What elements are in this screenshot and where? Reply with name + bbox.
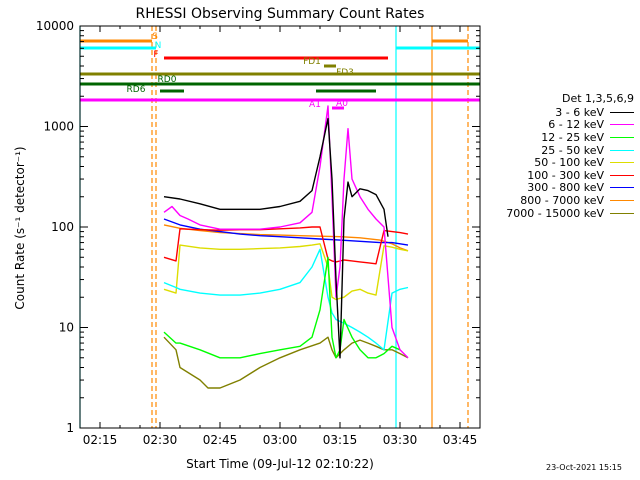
flag-label-f: F bbox=[153, 50, 158, 60]
legend-label: 800 - 7000 keV bbox=[520, 193, 604, 207]
legend-item: 800 - 7000 keV bbox=[480, 194, 638, 207]
legend-label: 6 - 12 keV bbox=[548, 118, 604, 132]
legend-swatch bbox=[610, 187, 634, 189]
date-stamp: 23-Oct-2021 15:15 bbox=[546, 463, 622, 472]
legend-swatch bbox=[610, 174, 634, 176]
legend-item: 25 - 50 keV bbox=[480, 144, 638, 157]
legend-label: 7000 - 15000 keV bbox=[506, 206, 604, 220]
y-tick-label: 1000 bbox=[43, 120, 74, 134]
flag-label-s: S bbox=[152, 32, 158, 42]
legend-swatch bbox=[610, 124, 634, 126]
legend-title: Det 1,3,5,6,9 bbox=[561, 92, 634, 105]
y-axis-label: Count Rate (s⁻¹ detector⁻¹) bbox=[13, 146, 27, 309]
legend-item: 100 - 300 keV bbox=[480, 169, 638, 182]
x-axis-label: Start Time (09-Jul-12 02:10:22) bbox=[186, 457, 374, 471]
legend-swatch bbox=[610, 111, 634, 113]
series-line-7000-15000-kev bbox=[163, 336, 409, 389]
x-tick-label: 03:15 bbox=[323, 433, 358, 447]
flag-label-a1: A1 bbox=[309, 100, 321, 110]
legend-label: 3 - 6 keV bbox=[555, 105, 604, 119]
x-tick-label: 02:30 bbox=[143, 433, 178, 447]
series-line-50-100-kev bbox=[163, 243, 409, 301]
legend-label: 12 - 25 keV bbox=[541, 130, 604, 144]
legend-item: 7000 - 15000 keV bbox=[480, 207, 638, 220]
y-tick-label: 10 bbox=[59, 321, 74, 335]
x-tick-label: 03:30 bbox=[383, 433, 418, 447]
flag-label-rd6: RD6 bbox=[127, 85, 146, 95]
flag-label-n: N bbox=[155, 41, 162, 51]
series-line-300-800-kev bbox=[163, 218, 409, 246]
x-tick-label: 03:45 bbox=[443, 433, 478, 447]
legend-item: 6 - 12 keV bbox=[480, 118, 638, 132]
legend-label: 100 - 300 keV bbox=[527, 168, 604, 182]
legend-swatch bbox=[610, 162, 634, 164]
y-tick-label: 100 bbox=[51, 220, 74, 234]
legend-label: 50 - 100 keV bbox=[534, 156, 604, 170]
legend-item: 12 - 25 keV bbox=[480, 131, 638, 144]
legend: Det 1,3,5,6,9 3 - 6 keV 6 - 12 keV 12 - 25… bbox=[480, 92, 638, 220]
x-tick-label: 02:45 bbox=[203, 433, 238, 447]
legend-swatch bbox=[610, 212, 634, 214]
flag-label-a0: A0 bbox=[336, 99, 348, 109]
flag-label-fd1: FD1 bbox=[303, 57, 321, 67]
legend-item: 300 - 800 keV bbox=[480, 181, 638, 195]
series-line-12-25-kev bbox=[163, 256, 401, 359]
chart-title: RHESSI Observing Summary Count Rates bbox=[136, 6, 425, 22]
series-line-6-12-kev bbox=[163, 105, 409, 359]
legend-item: 3 - 6 keV bbox=[480, 106, 638, 119]
series-line-25-50-kev bbox=[163, 248, 409, 351]
flag-label-rd0: RD0 bbox=[158, 75, 177, 85]
legend-item: 50 - 100 keV bbox=[480, 156, 638, 169]
legend-swatch bbox=[610, 136, 634, 138]
legend-label: 25 - 50 keV bbox=[541, 143, 604, 157]
x-tick-label: 03:00 bbox=[263, 433, 298, 447]
legend-swatch bbox=[610, 149, 634, 151]
flag-label-fd3: FD3 bbox=[336, 68, 354, 78]
y-tick-label: 1 bbox=[66, 421, 74, 435]
legend-label: 300 - 800 keV bbox=[527, 181, 604, 195]
series-line-100-300-kev bbox=[163, 226, 409, 265]
y-tick-label: 10000 bbox=[36, 19, 74, 33]
series-line-3-6-kev bbox=[163, 117, 389, 359]
legend-swatch bbox=[610, 199, 634, 201]
x-tick-label: 02:15 bbox=[83, 433, 118, 447]
